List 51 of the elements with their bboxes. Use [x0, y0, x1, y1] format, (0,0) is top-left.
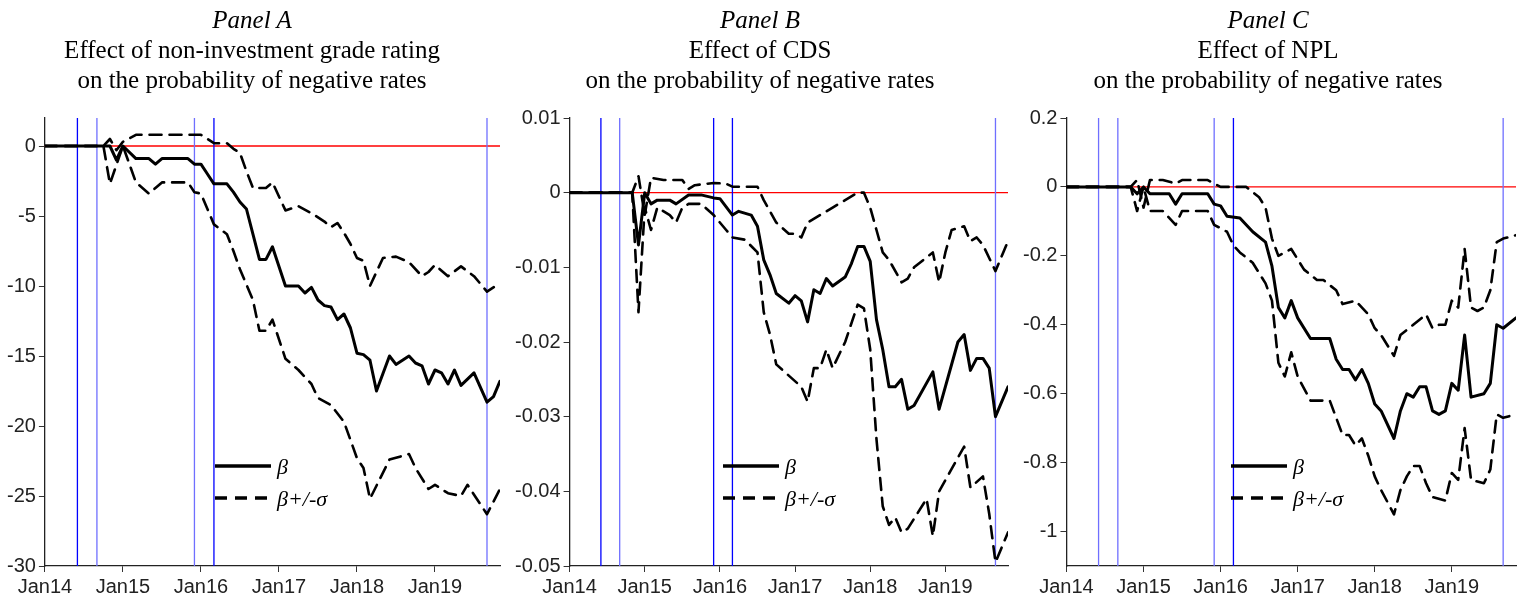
x-tick-label: Jan16 [1193, 574, 1248, 597]
y-tick-label: -0.03 [514, 404, 561, 427]
y-tick-label: -0.6 [1022, 381, 1058, 404]
y-tick-label: -0.8 [1022, 450, 1058, 473]
y-tick-label: -0.4 [1022, 312, 1058, 335]
y-tick-label: -30 [7, 553, 36, 576]
chart-title: Panel A [211, 5, 293, 33]
y-tick-label: -0.04 [514, 478, 561, 501]
y-tick-label: -0.02 [514, 329, 561, 352]
x-tick-label: Jan18 [329, 574, 385, 597]
chart-subtitle: Effect of non-investment grade rating on the probability of negative rates [64, 35, 441, 93]
x-tick-label: Jan14 [542, 574, 597, 597]
legend-label: β [1292, 453, 1304, 479]
x-tick-label: Jan19 [1424, 574, 1480, 597]
y-tick-label: -0.2 [1022, 243, 1058, 266]
legend-label: β [276, 453, 288, 479]
x-tick-label: Jan15 [617, 574, 672, 597]
x-tick-label: Jan18 [842, 574, 898, 597]
legend-label: β+/-σ [1292, 485, 1345, 511]
y-tick-label: 0 [549, 180, 561, 203]
x-tick-label: Jan16 [692, 574, 748, 597]
y-tick-label: -20 [7, 413, 36, 436]
x-tick-label: Jan17 [251, 574, 307, 597]
x-tick-label: Jan15 [1116, 574, 1171, 597]
legend-label: β [784, 453, 796, 479]
y-tick-label: 0 [1046, 174, 1058, 197]
x-tick-label: Jan19 [407, 574, 463, 597]
chart-subtitle: Effect of NPL on the probability of negative rates [1093, 35, 1443, 93]
y-tick-label: -0.05 [514, 553, 561, 576]
y-tick-label: 0 [24, 133, 36, 156]
y-tick-label: -25 [7, 483, 36, 506]
y-tick-label: -10 [7, 273, 36, 296]
x-tick-label: Jan18 [1347, 574, 1402, 597]
x-tick-label: Jan17 [767, 574, 823, 597]
chart-title: Panel B [719, 5, 800, 33]
legend-label: β+/-σ [276, 485, 329, 511]
y-tick-label: 0.2 [1029, 105, 1058, 128]
chart-title: Panel C [1226, 5, 1309, 33]
x-tick-label: Jan15 [95, 574, 151, 597]
x-tick-label: Jan14 [17, 574, 73, 597]
x-tick-label: Jan14 [1039, 574, 1094, 597]
y-tick-label: -5 [18, 203, 36, 226]
x-tick-label: Jan17 [1270, 574, 1325, 597]
chart-subtitle: Effect of CDS on the probability of negative rates [585, 35, 935, 93]
y-tick-label: -1 [1039, 519, 1058, 542]
x-tick-label: Jan16 [173, 574, 229, 597]
y-tick-label: 0.01 [521, 105, 561, 128]
legend-label: β+/-σ [784, 485, 837, 511]
y-tick-label: -15 [7, 343, 36, 366]
x-tick-label: Jan19 [918, 574, 973, 597]
y-tick-label: -0.01 [514, 254, 561, 277]
